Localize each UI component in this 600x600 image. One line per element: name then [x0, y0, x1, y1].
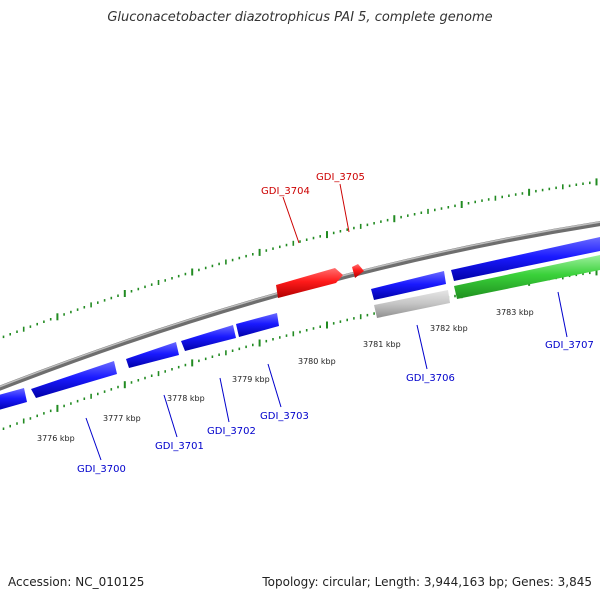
leader-gdi-3706: [416, 324, 428, 370]
kbp-label-3779: 3779 kbp: [232, 375, 270, 384]
inner-tick-marks: [2, 268, 598, 430]
topology-text: Topology: circular; Length: 3,944,163 bp…: [262, 575, 592, 589]
gene-label-gdi-3702[interactable]: GDI_3702: [207, 426, 256, 437]
gene-label-gdi-3701[interactable]: GDI_3701: [155, 441, 204, 452]
kbp-label-3776: 3776 kbp: [37, 434, 75, 443]
gene-arrow-gdi-3704[interactable]: [276, 268, 343, 298]
gene-arrow-gdi-3705[interactable]: [352, 264, 364, 278]
gene-label-gdi-3703[interactable]: GDI_3703: [260, 411, 309, 422]
gene-arrow-gdi-3699[interactable]: [0, 388, 27, 411]
leader-gdi-3702: [219, 377, 230, 423]
leader-gdi-3703: [267, 363, 282, 408]
genome-backbone: [0, 221, 600, 391]
leader-gdi-3701: [163, 394, 178, 438]
leader-gdi-3700: [85, 417, 102, 461]
gene-label-gdi-3707[interactable]: GDI_3707: [545, 340, 594, 351]
gene-arrow-gdi-3707-rna[interactable]: [454, 255, 600, 299]
kbp-label-3778: 3778 kbp: [167, 394, 205, 403]
leader-gdi-3707: [557, 291, 568, 338]
kbp-label-3781: 3781 kbp: [363, 340, 401, 349]
gene-label-gdi-3700[interactable]: GDI_3700: [77, 464, 126, 475]
gene-arrow-gdi-3706[interactable]: [371, 271, 446, 300]
gene-arrow-gdi-3702[interactable]: [181, 325, 236, 351]
map-title: Gluconacetobacter diazotrophicus PAI 5, …: [107, 10, 493, 25]
gene-label-gdi-3706[interactable]: GDI_3706: [406, 373, 455, 384]
accession-text: Accession: NC_010125: [8, 575, 145, 589]
gene-arrow-gdi-3703[interactable]: [236, 313, 279, 337]
kbp-label-3780: 3780 kbp: [298, 357, 336, 366]
gene-arrow-gdi-3700[interactable]: [31, 361, 117, 398]
gene-arrow-gdi-3707[interactable]: [451, 237, 600, 281]
label-leaders: [85, 183, 568, 461]
kbp-label-3777: 3777 kbp: [103, 414, 141, 423]
outer-tick-marks: [2, 178, 598, 339]
gene-label-gdi-3704[interactable]: GDI_3704: [261, 186, 310, 197]
gene-arrow-gdi-3706-pseudo[interactable]: [374, 290, 450, 318]
kbp-label-3782: 3782 kbp: [430, 324, 468, 333]
leader-gdi-3704: [282, 196, 300, 244]
gene-label-gdi-3705[interactable]: GDI_3705: [316, 172, 365, 183]
leader-gdi-3705: [339, 183, 350, 233]
gene-arrow-gdi-3701[interactable]: [126, 342, 179, 368]
kbp-label-3783: 3783 kbp: [496, 308, 534, 317]
